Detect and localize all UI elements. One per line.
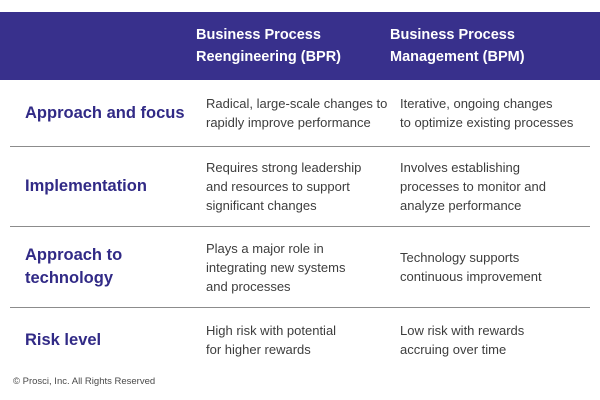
row-label: Approach and focus [25, 103, 185, 122]
table-header-row: Business Process Reengineering (BPR) Bus… [0, 12, 600, 80]
bpm-cell: Iterative, ongoing changes to optimize e… [400, 96, 574, 130]
table-row-approach-to-technology: Approach to technology Plays a major rol… [10, 227, 590, 308]
bpm-cell: Involves establishing processes to monit… [400, 160, 546, 213]
header-bpm-column: Business Process Management (BPM) [390, 27, 525, 65]
copyright-notice: © Prosci, Inc. All Rights Reserved [13, 376, 156, 387]
row-label: Approach to technology [25, 246, 123, 287]
row-label: Implementation [25, 177, 147, 195]
bpm-cell: Low risk with rewards accruing over time [400, 323, 525, 357]
bpr-cell: Radical, large-scale changes to rapidly … [206, 96, 388, 130]
table-row-implementation: Implementation Requires strong leadershi… [10, 147, 590, 227]
bpr-cell: High risk with potential for higher rewa… [206, 323, 337, 357]
bpr-cell: Requires strong leadership and resources… [206, 160, 362, 213]
header-bpr-column: Business Process Reengineering (BPR) [196, 27, 342, 65]
row-label: Risk level [25, 330, 102, 349]
table-row-approach-and-focus: Approach and focus Radical, large-scale … [10, 80, 590, 147]
bpm-cell: Technology supports continuous improveme… [400, 250, 542, 284]
table-body: Approach and focus Radical, large-scale … [0, 80, 600, 372]
bpr-cell: Plays a major role in integrating new sy… [206, 240, 346, 294]
table-row-risk-level: Risk level High risk with potential for … [10, 308, 590, 372]
